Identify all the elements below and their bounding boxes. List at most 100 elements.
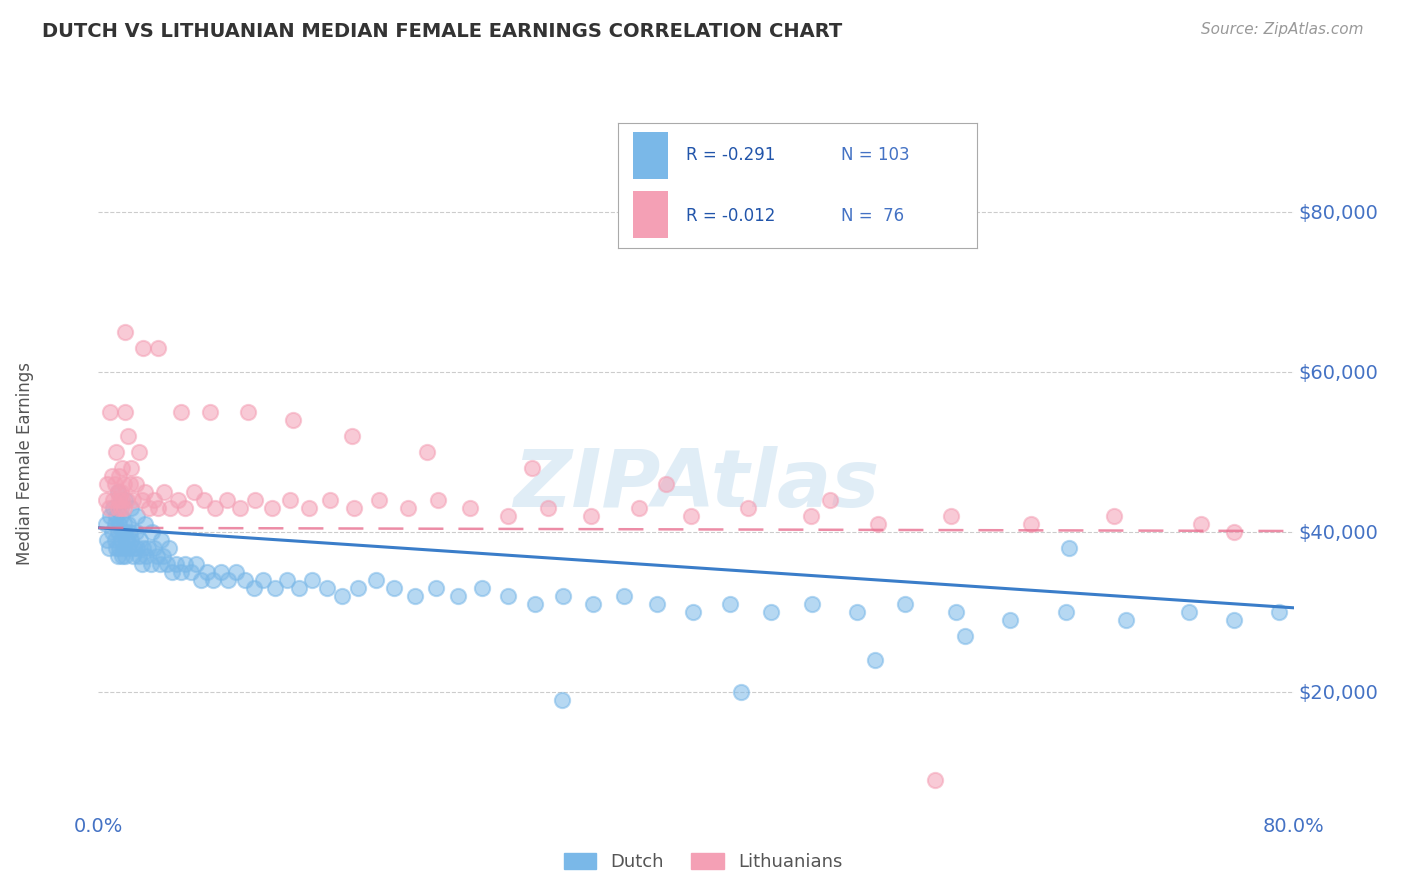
Point (112, 541, 135, 555)
Point (108, 468, 131, 483)
Point (426, 492, 449, 507)
Point (236, 405, 259, 419)
Point (112, 516, 135, 531)
Point (496, 589, 519, 603)
Point (105, 445, 128, 459)
Point (112, 476, 135, 491)
Point (98, 508, 122, 523)
Text: DUTCH VS LITHUANIAN MEDIAN FEMALE EARNINGS CORRELATION CHART: DUTCH VS LITHUANIAN MEDIAN FEMALE EARNIN… (42, 22, 842, 41)
Point (681, 508, 703, 523)
Point (330, 589, 353, 603)
Point (209, 565, 232, 579)
Point (114, 524, 136, 539)
Point (278, 492, 301, 507)
Point (1189, 516, 1212, 531)
Point (110, 533, 132, 547)
Point (124, 541, 146, 555)
Point (114, 325, 136, 339)
Point (108, 516, 131, 531)
Point (550, 692, 572, 706)
Point (520, 460, 543, 475)
Point (425, 581, 447, 595)
Point (301, 573, 323, 587)
Point (118, 476, 141, 491)
Point (366, 573, 388, 587)
Point (104, 516, 127, 531)
Point (129, 533, 152, 547)
Point (276, 573, 298, 587)
Point (613, 589, 636, 603)
Point (108, 541, 131, 555)
Point (128, 445, 150, 459)
Point (110, 508, 132, 523)
Point (107, 484, 129, 499)
Point (342, 429, 364, 443)
Point (204, 500, 226, 515)
Point (924, 772, 946, 787)
Point (150, 533, 173, 547)
Point (111, 460, 134, 475)
Point (114, 549, 136, 563)
Point (117, 516, 139, 531)
Point (160, 565, 183, 579)
Point (225, 565, 247, 579)
Point (108, 492, 131, 507)
Point (1178, 605, 1201, 619)
Point (868, 516, 890, 531)
Point (104, 533, 127, 547)
Point (103, 492, 125, 507)
Point (682, 605, 704, 619)
Point (98, 405, 122, 419)
Point (132, 341, 155, 355)
Point (260, 500, 283, 515)
Point (142, 492, 165, 507)
Point (894, 597, 917, 611)
Point (120, 533, 142, 547)
Point (138, 500, 160, 515)
Point (319, 492, 342, 507)
Point (97, 500, 120, 515)
Point (298, 500, 321, 515)
Point (416, 445, 439, 459)
Point (107, 500, 129, 515)
Point (1115, 613, 1137, 627)
Point (396, 500, 419, 515)
Point (148, 341, 170, 355)
Point (1059, 541, 1081, 555)
Point (139, 557, 162, 571)
Point (152, 549, 174, 563)
Point (343, 500, 366, 515)
Text: ZIPAtlas: ZIPAtlas (513, 446, 879, 524)
Point (112, 500, 135, 515)
Legend: Dutch, Lithuanians: Dutch, Lithuanians (557, 846, 849, 879)
Point (107, 524, 129, 539)
Point (1223, 613, 1246, 627)
Point (404, 589, 426, 603)
Point (820, 492, 842, 507)
Point (496, 508, 519, 523)
Point (190, 573, 212, 587)
Point (121, 549, 143, 563)
Point (551, 589, 574, 603)
Point (142, 541, 165, 555)
Point (165, 557, 187, 571)
Point (1223, 524, 1246, 539)
Point (125, 476, 148, 491)
Point (718, 597, 741, 611)
Point (537, 500, 560, 515)
Point (316, 581, 339, 595)
Point (125, 524, 148, 539)
Point (111, 549, 134, 563)
Point (245, 492, 267, 507)
Point (998, 613, 1021, 627)
Point (1019, 516, 1042, 531)
Point (120, 460, 142, 475)
Point (111, 492, 134, 507)
Point (107, 484, 129, 499)
Point (153, 484, 176, 499)
Point (145, 549, 167, 563)
Point (114, 405, 136, 419)
Point (131, 557, 153, 571)
Point (127, 541, 149, 555)
Point (582, 597, 605, 611)
